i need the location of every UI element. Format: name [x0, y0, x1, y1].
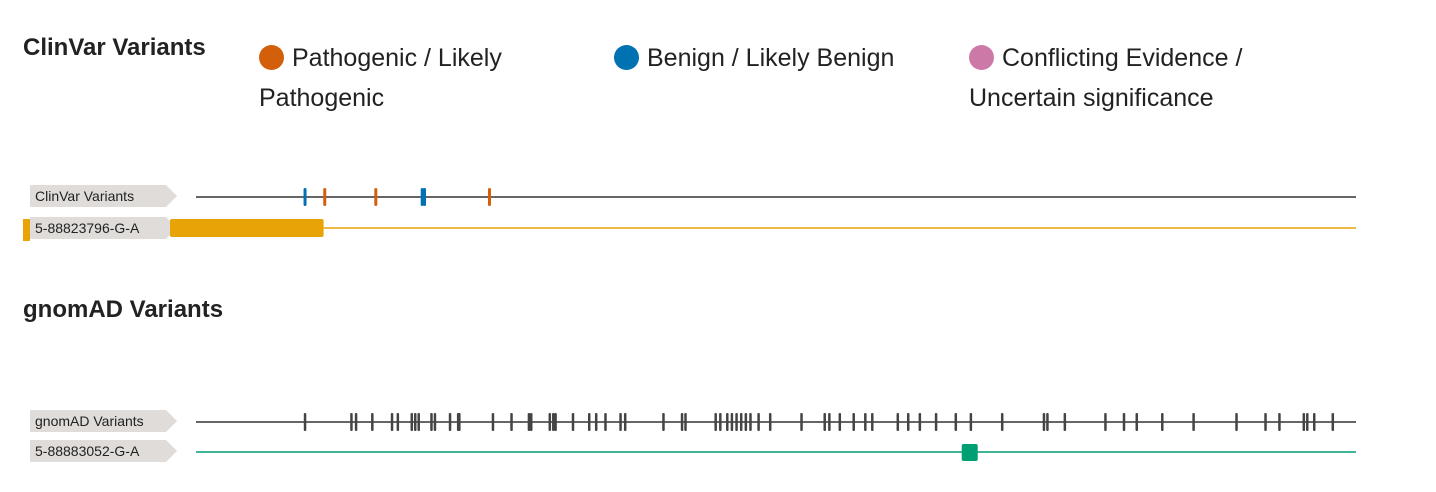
gnomad-marker[interactable] — [1302, 413, 1306, 431]
gnomad-marker[interactable] — [719, 413, 722, 431]
legend-item-conflicting: Conflicting Evidence / Uncertain signifi… — [969, 38, 1289, 118]
pathogenic-dot-icon — [259, 45, 284, 70]
gnomad-marker[interactable] — [1235, 413, 1238, 431]
gnomad-marker[interactable] — [594, 413, 598, 431]
benign-dot-icon — [614, 45, 639, 70]
clinvar-section-title: ClinVar Variants — [23, 34, 206, 61]
gnomad-marker[interactable] — [1306, 413, 1309, 431]
gnomad-marker[interactable] — [1042, 413, 1046, 431]
gnomad-marker[interactable] — [1046, 413, 1049, 431]
gnomad-marker[interactable] — [623, 413, 627, 431]
gnomad-marker[interactable] — [510, 413, 513, 431]
gnomad-marker[interactable] — [417, 413, 420, 431]
gnomad-marker[interactable] — [934, 413, 938, 431]
gnomad-marker[interactable] — [554, 413, 557, 431]
gnomad-marker[interactable] — [1312, 413, 1316, 431]
gnomad-marker[interactable] — [1331, 413, 1335, 431]
clinvar-variant-label[interactable]: 5-88823796-G-A — [30, 217, 177, 239]
gnomad-marker[interactable] — [303, 413, 307, 431]
gnomad-marker[interactable] — [587, 413, 591, 431]
gnomad-track-label[interactable]: gnomAD Variants — [30, 410, 177, 432]
gnomad-marker[interactable] — [491, 413, 495, 431]
gnomad-markers — [303, 413, 1335, 431]
gnomad-section-title: gnomAD Variants — [23, 296, 224, 323]
clinvar-track-label[interactable]: ClinVar Variants — [30, 185, 177, 207]
clinvar-marker-benign[interactable] — [420, 188, 424, 206]
gnomad-marker[interactable] — [864, 413, 867, 431]
clinvar-marker-benign[interactable] — [423, 188, 427, 206]
gnomad-marker[interactable] — [714, 413, 717, 431]
gnomad-marker[interactable] — [735, 413, 738, 431]
gnomad-marker[interactable] — [350, 413, 353, 431]
clinvar-marker-pathogenic[interactable] — [323, 188, 327, 206]
gnomad-marker[interactable] — [410, 413, 414, 431]
gnomad-marker[interactable] — [852, 413, 855, 431]
gnomad-marker[interactable] — [448, 413, 452, 431]
gnomad-marker[interactable] — [954, 413, 958, 431]
clinvar-variant-bar[interactable] — [170, 219, 324, 237]
legend-item-benign: Benign / Likely Benign — [614, 38, 944, 78]
gnomad-marker[interactable] — [430, 413, 433, 431]
gnomad-marker[interactable] — [726, 413, 729, 431]
clinvar-markers — [303, 188, 491, 206]
clinvar-marker-pathogenic[interactable] — [374, 188, 378, 206]
gnomad-marker[interactable] — [458, 413, 461, 431]
gnomad-marker[interactable] — [1278, 413, 1281, 431]
gnomad-marker[interactable] — [552, 413, 555, 431]
gnomad-marker[interactable] — [739, 413, 743, 431]
gnomad-marker[interactable] — [529, 413, 533, 431]
gnomad-marker[interactable] — [969, 413, 973, 431]
gnomad-marker[interactable] — [838, 413, 842, 431]
conflicting-dot-icon — [969, 45, 994, 70]
gnomad-marker[interactable] — [906, 413, 910, 431]
gnomad-marker[interactable] — [823, 413, 826, 431]
gnomad-marker[interactable] — [896, 413, 900, 431]
gnomad-marker[interactable] — [390, 413, 394, 431]
gnomad-marker[interactable] — [413, 413, 417, 431]
gnomad-marker[interactable] — [604, 413, 607, 431]
gnomad-marker[interactable] — [1264, 413, 1267, 431]
gnomad-marker[interactable] — [1063, 413, 1067, 431]
gnomad-marker[interactable] — [1192, 413, 1195, 431]
gnomad-marker[interactable] — [1104, 413, 1107, 431]
gnomad-marker[interactable] — [1122, 413, 1126, 431]
gnomad-marker[interactable] — [371, 413, 374, 431]
clinvar-marker-benign[interactable] — [303, 188, 307, 206]
gnomad-variant-marker[interactable] — [961, 444, 978, 461]
gnomad-marker[interactable] — [1000, 413, 1004, 431]
legend-label-benign: Benign / Likely Benign — [647, 44, 895, 72]
gnomad-marker[interactable] — [396, 413, 400, 431]
gnomad-marker[interactable] — [730, 413, 734, 431]
legend-label-pathogenic: Pathogenic / Likely Pathogenic — [259, 44, 502, 112]
gnomad-marker[interactable] — [744, 413, 748, 431]
gnomad-marker[interactable] — [828, 413, 831, 431]
gnomad-marker[interactable] — [918, 413, 922, 431]
gnomad-marker[interactable] — [757, 413, 760, 431]
gnomad-marker[interactable] — [1161, 413, 1164, 431]
gnomad-marker[interactable] — [749, 413, 752, 431]
gnomad-marker[interactable] — [548, 413, 552, 431]
clinvar-variant-label-edge — [23, 219, 30, 241]
gnomad-marker[interactable] — [1135, 413, 1139, 431]
gnomad-marker[interactable] — [571, 413, 575, 431]
gnomad-marker[interactable] — [680, 413, 684, 431]
gnomad-variant-label[interactable]: 5-88883052-G-A — [30, 440, 177, 462]
legend-label-conflicting: Conflicting Evidence / Uncertain signifi… — [969, 44, 1243, 112]
gnomad-marker[interactable] — [354, 413, 358, 431]
gnomad-marker[interactable] — [527, 413, 531, 431]
clinvar-marker-pathogenic[interactable] — [487, 188, 491, 206]
gnomad-marker[interactable] — [662, 413, 665, 431]
gnomad-marker[interactable] — [684, 413, 687, 431]
gnomad-marker[interactable] — [800, 413, 803, 431]
gnomad-marker[interactable] — [768, 413, 772, 431]
legend-item-pathogenic: Pathogenic / Likely Pathogenic — [259, 38, 559, 118]
gnomad-marker[interactable] — [619, 413, 622, 431]
gnomad-marker[interactable] — [433, 413, 437, 431]
gnomad-marker[interactable] — [871, 413, 874, 431]
